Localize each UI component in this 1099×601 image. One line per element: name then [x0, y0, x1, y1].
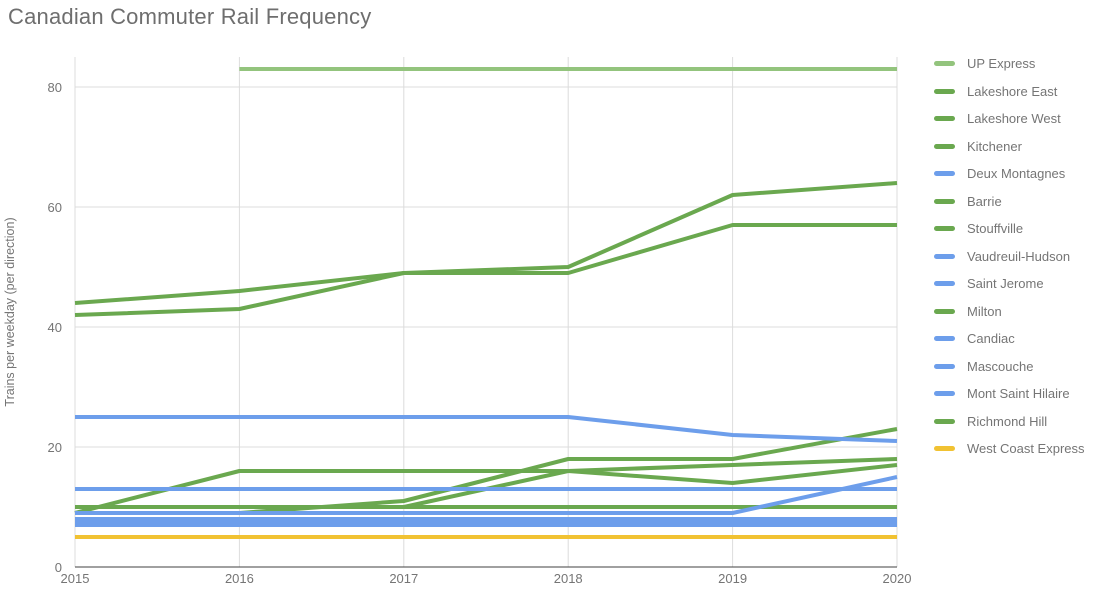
- legend-label: Mascouche: [967, 358, 1034, 374]
- legend-item-kitchener[interactable]: Kitchener: [934, 133, 1099, 161]
- legend-swatch-icon: [934, 88, 955, 94]
- x-tick-label: 2019: [718, 571, 747, 586]
- legend-label: Vaudreuil-Hudson: [967, 248, 1071, 264]
- legend-swatch-icon: [934, 171, 955, 177]
- legend-label: Lakeshore West: [967, 111, 1061, 127]
- legend-item-vaudreuil-hudson[interactable]: Vaudreuil-Hudson: [934, 243, 1099, 271]
- legend-label: Lakeshore East: [967, 83, 1058, 99]
- legend-item-deux-montagnes[interactable]: Deux Montagnes: [934, 160, 1099, 188]
- legend-label: Kitchener: [967, 138, 1022, 154]
- legend-item-barrie[interactable]: Barrie: [934, 188, 1099, 216]
- legend-swatch-icon: [934, 226, 955, 232]
- series-line-deux-montagnes: [75, 415, 898, 443]
- legend-swatch-icon: [934, 336, 955, 342]
- legend-item-candiac[interactable]: Candiac: [934, 325, 1099, 353]
- legend-swatch-icon: [934, 363, 955, 369]
- legend-item-lakeshore-east[interactable]: Lakeshore East: [934, 78, 1099, 106]
- legend-item-saint-jerome[interactable]: Saint Jerome: [934, 270, 1099, 298]
- x-tick-label: 2015: [61, 571, 90, 586]
- legend-label: Candiac: [967, 331, 1015, 347]
- legend-swatch-icon: [934, 391, 955, 397]
- series-line-saint-jerome: [75, 475, 898, 515]
- x-tick-label: 2018: [554, 571, 583, 586]
- legend-label: Stouffville: [967, 221, 1024, 237]
- chart-title: Canadian Commuter Rail Frequency: [8, 4, 372, 29]
- legend-item-up-express[interactable]: UP Express: [934, 50, 1099, 78]
- legend-item-mont-saint-hilaire[interactable]: Mont Saint Hilaire: [934, 380, 1099, 408]
- y-tick-label: 80: [48, 80, 62, 95]
- series-line-lakeshore-west: [74, 181, 898, 305]
- legend-item-lakeshore-west[interactable]: Lakeshore West: [934, 105, 1099, 133]
- legend-swatch-icon: [934, 418, 955, 424]
- x-tick-label: 2017: [389, 571, 418, 586]
- legend-label: Barrie: [967, 193, 1002, 209]
- x-tick-label: 2020: [883, 571, 912, 586]
- chart-legend: UP Express Lakeshore East Lakeshore West Ki…: [934, 50, 1099, 463]
- y-axis-title: Trains per weekday (per direction): [3, 217, 17, 406]
- legend-swatch-icon: [934, 253, 955, 259]
- legend-label: Saint Jerome: [967, 276, 1044, 292]
- y-tick-label: 40: [48, 320, 62, 335]
- legend-label: Milton: [967, 303, 1002, 319]
- legend-swatch-icon: [934, 116, 955, 122]
- legend-label: Richmond Hill: [967, 413, 1048, 429]
- legend-swatch-icon: [934, 61, 955, 67]
- legend-item-richmond-hill[interactable]: Richmond Hill: [934, 408, 1099, 436]
- legend-swatch-icon: [934, 143, 955, 149]
- legend-swatch-icon: [934, 308, 955, 314]
- legend-label: Mont Saint Hilaire: [967, 386, 1070, 402]
- legend-label: Deux Montagnes: [967, 166, 1066, 182]
- x-tick-label: 2016: [225, 571, 254, 586]
- legend-label: West Coast Express: [967, 441, 1085, 457]
- legend-item-milton[interactable]: Milton: [934, 298, 1099, 326]
- legend-item-mascouche[interactable]: Mascouche: [934, 353, 1099, 381]
- legend-swatch-icon: [934, 198, 955, 204]
- legend-label: UP Express: [967, 56, 1036, 72]
- legend-item-west-coast-express[interactable]: West Coast Express: [934, 435, 1099, 463]
- series-line-barrie: [74, 457, 898, 515]
- legend-swatch-icon: [934, 281, 955, 287]
- y-tick-label: 20: [48, 440, 62, 455]
- legend-item-stouffville[interactable]: Stouffville: [934, 215, 1099, 243]
- y-tick-label: 60: [48, 200, 62, 215]
- legend-swatch-icon: [934, 446, 955, 452]
- series-line-lakeshore-east: [74, 223, 897, 317]
- y-tick-label: 0: [55, 560, 62, 575]
